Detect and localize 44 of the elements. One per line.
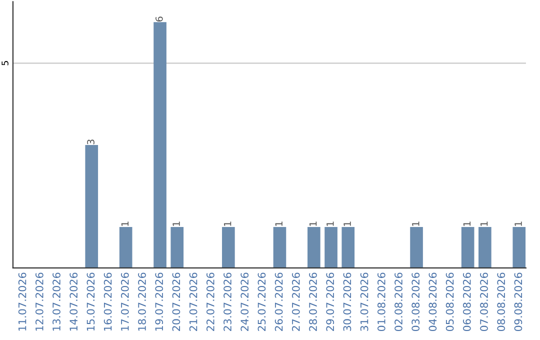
x-tick-label: 31.07.2026 [360, 272, 368, 331]
x-tick-label: 03.08.2026 [412, 272, 420, 332]
x-tick-label: 14.07.2026 [70, 272, 78, 331]
x-tick-label: 09.08.2026 [514, 272, 522, 332]
x-tick-label: 12.07.2026 [35, 272, 44, 331]
data-label: 1 [121, 222, 129, 226]
data-label: 1 [275, 222, 282, 226]
x-tick-label: 19.07.2026 [155, 272, 164, 331]
x-tick-label: 18.07.2026 [138, 272, 146, 331]
data-label: 1 [224, 222, 232, 226]
x-tick-label: 07.08.2026 [480, 272, 488, 332]
x-tick-label: 30.07.2026 [343, 272, 352, 331]
data-label: 3 [87, 140, 94, 144]
x-tick-label: 24.07.2026 [240, 272, 249, 331]
data-label: 1 [463, 222, 471, 226]
x-tick-label: 23.07.2026 [224, 272, 232, 331]
x-tick-label: 01.08.2026 [377, 272, 386, 332]
data-label: 6 [155, 16, 163, 22]
x-tick-label: 25.07.2026 [258, 272, 266, 331]
x-tick-label: 21.07.2026 [189, 272, 198, 331]
x-tick-label: 20.07.2026 [172, 272, 180, 331]
data-label: 1 [514, 222, 522, 226]
x-tick-label: 27.07.2026 [292, 272, 300, 331]
x-tick-label: 02.08.2026 [394, 272, 402, 332]
data-label: 1 [344, 222, 351, 226]
x-tick-label: 17.07.2026 [120, 272, 129, 331]
x-tick-label: 15.07.2026 [86, 272, 95, 331]
data-label: 1 [172, 222, 180, 226]
x-tick-label: 28.07.2026 [309, 272, 317, 331]
x-tick-label: 26.07.2026 [274, 272, 283, 331]
x-tick-label: 11.07.2026 [18, 272, 26, 331]
data-label: 1 [310, 222, 317, 226]
data-label: 1 [326, 222, 334, 226]
x-tick-label: 06.08.2026 [462, 272, 471, 332]
y-tick-label: 5 [2, 61, 8, 66]
x-tick-label: 16.07.2026 [104, 272, 112, 331]
x-tick-label: 22.07.2026 [206, 272, 214, 331]
x-tick-label: 29.07.2026 [326, 272, 334, 331]
data-label: 1 [412, 222, 420, 226]
x-tick-label: 13.07.2026 [52, 272, 60, 331]
data-label: 1 [480, 222, 488, 226]
x-tick-label: 08.08.2026 [497, 272, 506, 332]
x-tick-label: 04.08.2026 [428, 272, 437, 332]
x-tick-label: 05.08.2026 [446, 272, 454, 332]
